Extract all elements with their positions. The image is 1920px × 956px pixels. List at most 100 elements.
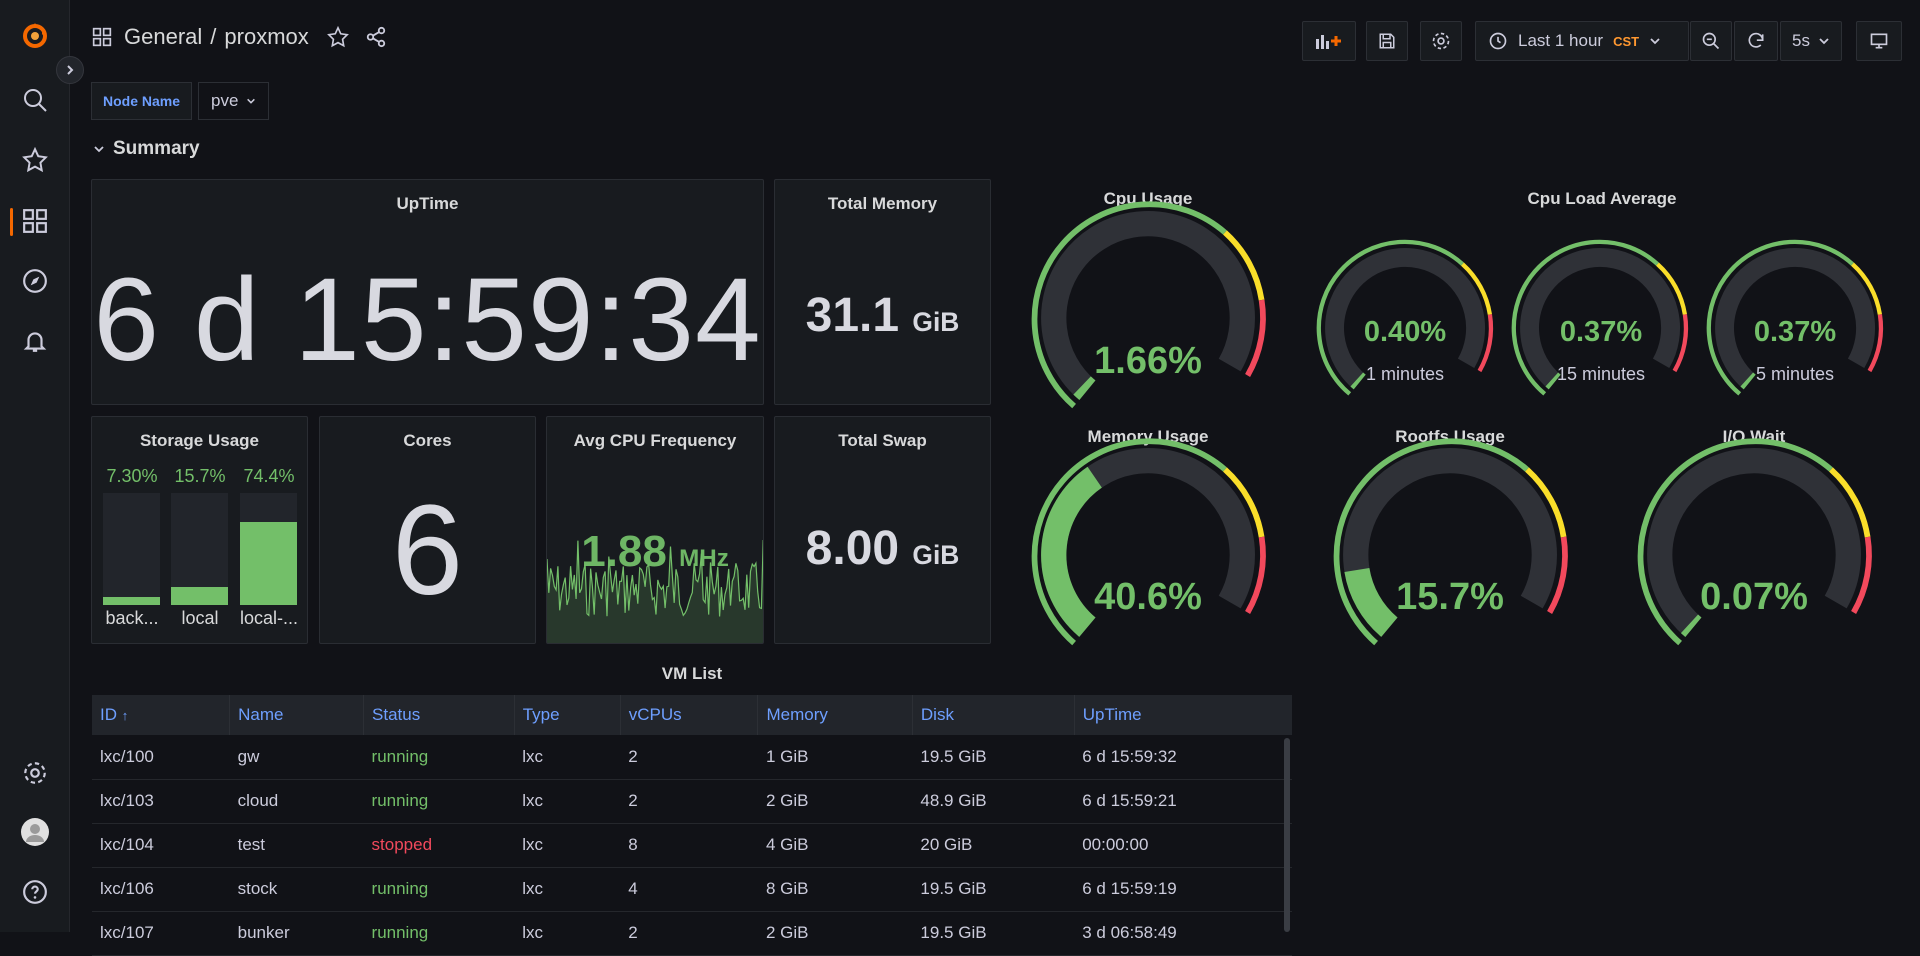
dashboards-icon[interactable] <box>19 205 51 237</box>
rootfs-gauge-threshold-green <box>1333 438 1529 646</box>
timezone-badge: CST <box>1613 33 1640 49</box>
save-icon <box>1379 33 1395 49</box>
sparkline-area <box>547 540 763 643</box>
rootfs-gauge-threshold-yellow <box>1525 467 1567 538</box>
table-cell: lxc/100 <box>92 735 230 780</box>
column-header-status[interactable]: Status <box>363 695 515 735</box>
grafana-logo-icon[interactable] <box>19 20 51 52</box>
table-row[interactable]: lxc/106 stock running lxc 4 8 GiB 19.5 GiB 6 d … <box>92 867 1292 912</box>
zoom-out-button[interactable] <box>1690 21 1732 61</box>
table-cell: gw <box>229 735 364 780</box>
table-row[interactable]: lxc/107 bunker running lxc 2 2 GiB 19.5 GiB 3 d… <box>92 911 1292 956</box>
load-5m-label: 5 minutes <box>1755 364 1835 384</box>
table-cell: 4 <box>620 867 758 912</box>
alerting-bell-icon[interactable] <box>19 325 51 357</box>
column-header-vcpus[interactable]: vCPUs <box>620 695 759 735</box>
add-panel-button[interactable] <box>1302 21 1356 61</box>
tv-mode-button[interactable] <box>1856 21 1902 61</box>
variable-bar: Node Name pve <box>91 82 270 120</box>
table-cell: 19.5 GiB <box>912 911 1075 956</box>
explore-compass-icon[interactable] <box>19 265 51 297</box>
gauges-layer <box>1031 201 1884 646</box>
table-cell: 19.5 GiB <box>912 867 1075 912</box>
refresh-interval-picker[interactable]: 5s <box>1780 21 1842 61</box>
rootfs-gauge-value-arc <box>1344 567 1398 637</box>
rootfs-usage-title: Rootfs Usage <box>1395 427 1505 446</box>
table-cell: lxc <box>514 867 621 912</box>
table-row[interactable]: lxc/104 test stopped lxc 8 4 GiB 20 GiB 00:00:0… <box>92 823 1292 868</box>
table-cell: running <box>363 779 515 824</box>
table-cell: 8 <box>620 823 758 868</box>
share-icon[interactable] <box>365 26 387 48</box>
save-dashboard-button[interactable] <box>1366 21 1408 61</box>
uptime-panel: UpTime 6 d 15:59:34 <box>91 179 764 405</box>
table-row[interactable]: lxc/103 cloud running lxc 2 2 GiB 48.9 GiB 6 d … <box>92 779 1292 824</box>
time-range-picker[interactable]: Last 1 hour CST <box>1475 21 1689 61</box>
table-cell: 2 GiB <box>757 911 913 956</box>
user-avatar[interactable] <box>19 816 51 848</box>
iowait-gauge-threshold-red <box>1851 536 1872 614</box>
table-cell: lxc <box>514 911 621 956</box>
storage-bar-pct: 15.7% <box>174 466 226 486</box>
storage-bar <box>171 493 228 605</box>
refresh-button[interactable] <box>1734 21 1778 61</box>
load-5m-gauge-value-arc <box>1740 372 1756 390</box>
star-icon[interactable] <box>19 144 51 176</box>
rootfs-usage-value: 15.7% <box>1396 576 1504 618</box>
favorite-star-icon[interactable] <box>326 26 349 48</box>
table-cell: lxc/106 <box>92 867 230 912</box>
settings-gear-icon[interactable] <box>19 757 51 789</box>
rootfs-gauge-threshold-red <box>1547 536 1568 614</box>
cpu-usage-value: 1.66% <box>1094 340 1202 382</box>
storage-bar-name: back... <box>105 608 159 628</box>
load-5m-gauge-threshold-red <box>1867 314 1884 373</box>
time-range-label: Last 1 hour <box>1518 31 1604 50</box>
top-navbar: General / proxmox Last 1 hour CST 5s <box>70 0 1920 80</box>
column-header-memory[interactable]: Memory <box>757 695 913 735</box>
table-cell: 6 d 15:59:21 <box>1074 779 1292 824</box>
load-1m-gauge-threshold-green <box>1316 239 1464 396</box>
column-header-type[interactable]: Type <box>514 695 621 735</box>
cores-value: 6 <box>391 479 464 622</box>
iowait-gauge-value-arc <box>1680 614 1702 637</box>
node-name-value: pve <box>211 91 239 110</box>
column-header-uptime[interactable]: UpTime <box>1074 695 1292 735</box>
table-cell: running <box>363 911 515 956</box>
table-cell: stopped <box>363 823 515 868</box>
search-icon[interactable] <box>19 84 51 116</box>
node-name-select[interactable]: pve <box>198 82 270 120</box>
iowait-gauge-track <box>1647 448 1861 637</box>
iowait-gauge-threshold-yellow <box>1829 467 1871 538</box>
cpu-load-title: Cpu Load Average <box>1527 189 1677 208</box>
load-1m-gauge-value-arc <box>1350 372 1366 390</box>
table-cell: 19.5 GiB <box>912 735 1075 780</box>
help-icon[interactable] <box>19 876 51 908</box>
breadcrumb-dashboard[interactable]: proxmox <box>224 24 309 49</box>
table-cell: 48.9 GiB <box>912 779 1075 824</box>
dashboard-settings-button[interactable] <box>1420 21 1462 61</box>
load-5m-gauge-threshold-green <box>1706 239 1854 396</box>
sidebar-expand-button[interactable] <box>56 56 84 84</box>
column-header-id[interactable]: ID ↑ <box>92 695 231 735</box>
breadcrumb-folder[interactable]: General <box>124 24 203 49</box>
table-cell: 6 d 15:59:32 <box>1074 735 1292 780</box>
table-cell: lxc/104 <box>92 823 230 868</box>
table-scrollbar[interactable] <box>1284 738 1290 932</box>
table-header-row: ID ↑ Name Status Type vCPUs Memory Disk … <box>92 695 1292 735</box>
table-cell: 00:00:00 <box>1074 823 1292 868</box>
column-header-disk[interactable]: Disk <box>912 695 1075 735</box>
load-15m-gauge-value-arc <box>1545 372 1561 390</box>
total-memory-panel: Total Memory 31.1 GiB <box>774 179 991 405</box>
memory-gauge-threshold-yellow <box>1223 467 1265 538</box>
table-cell: 1 GiB <box>757 735 913 780</box>
load-15m-gauge-threshold-yellow <box>1656 262 1688 315</box>
column-header-name[interactable]: Name <box>229 695 365 735</box>
load-15m-value: 0.37% <box>1559 316 1643 348</box>
cpu-frequency-sparkline <box>547 539 763 643</box>
cpu-usage-gauge-threshold-red <box>1245 299 1266 377</box>
table-cell: 20 GiB <box>912 823 1075 868</box>
cpu-usage-gauge-track <box>1041 211 1255 400</box>
row-summary-toggle[interactable]: Summary <box>93 138 200 160</box>
panel-title: Cores <box>403 431 452 450</box>
table-row[interactable]: lxc/100 gw running lxc 2 1 GiB 19.5 GiB 6 d 15:… <box>92 735 1292 780</box>
